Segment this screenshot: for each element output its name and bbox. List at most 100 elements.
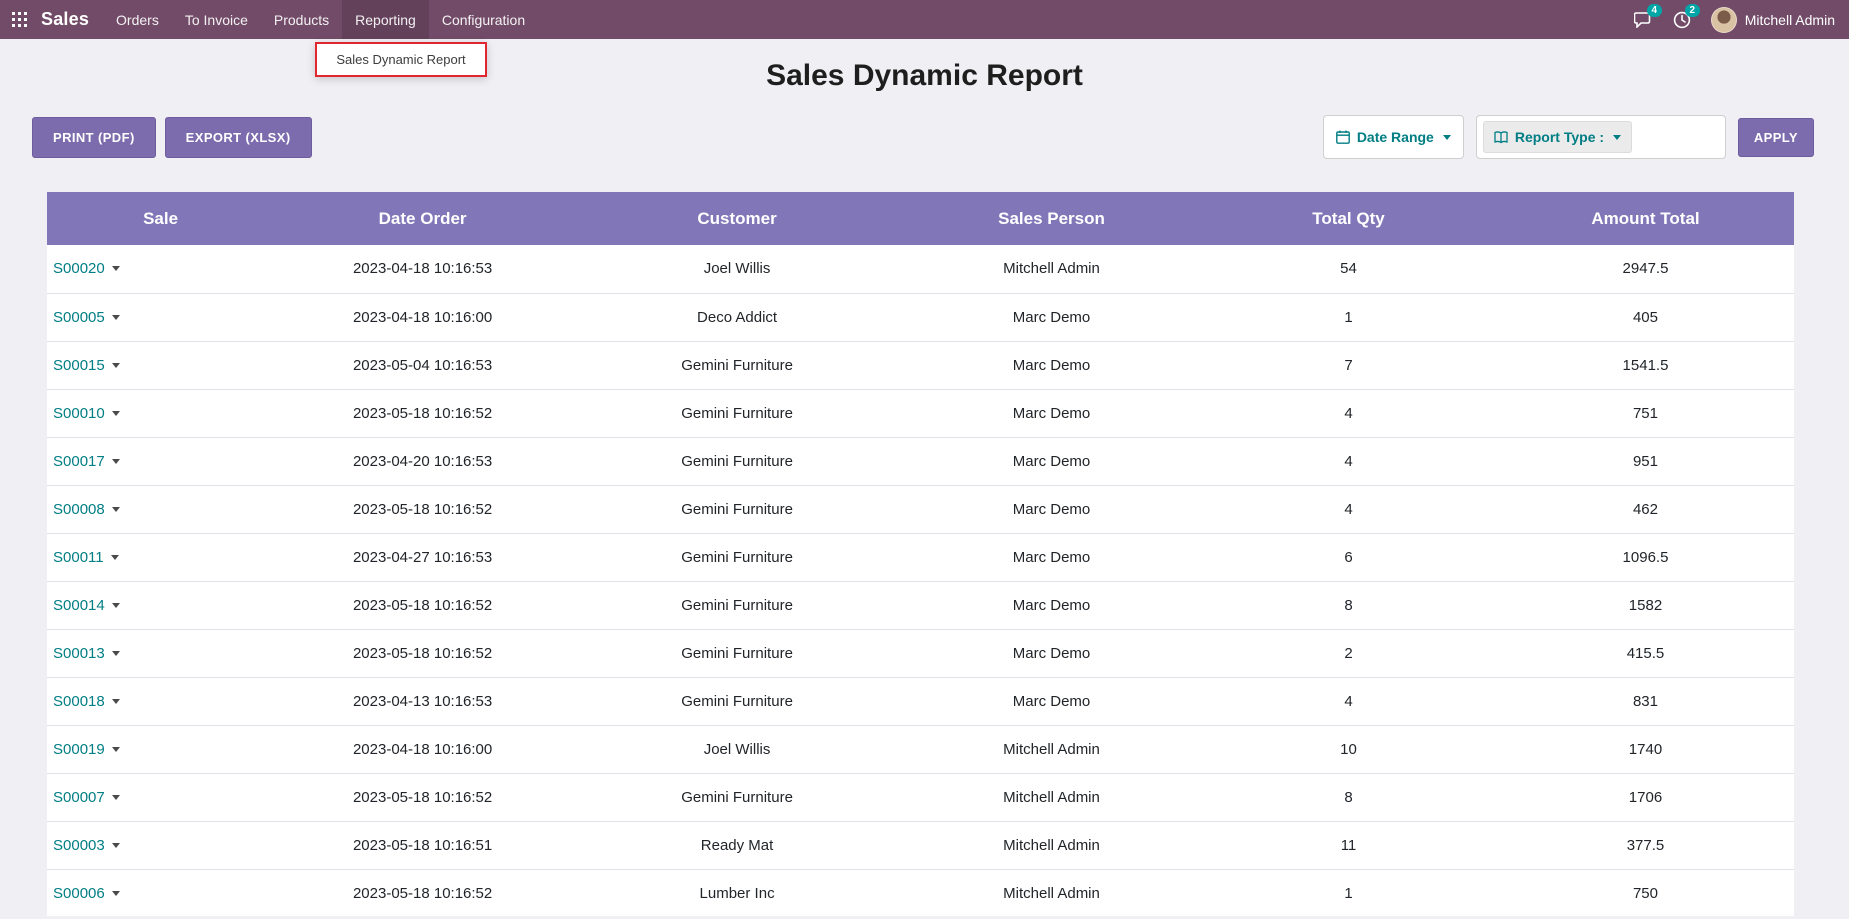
- sale-order-link[interactable]: S00018: [53, 693, 120, 710]
- customer-cell: Gemini Furniture: [571, 341, 904, 390]
- messages-button[interactable]: 4: [1633, 4, 1662, 28]
- user-menu[interactable]: Mitchell Admin: [1710, 6, 1835, 33]
- total-qty-cell: 1: [1200, 869, 1497, 916]
- customer-cell: Gemini Furniture: [571, 389, 904, 438]
- sale-order-link[interactable]: S00008: [53, 501, 120, 518]
- table-row: S00018 2023-04-13 10:16:53 Gemini Furnit…: [47, 677, 1794, 726]
- table-row: S00005 2023-04-18 10:16:00 Deco Addict M…: [47, 293, 1794, 342]
- date-order-cell: 2023-04-27 10:16:53: [274, 533, 572, 582]
- export-xlsx-button[interactable]: EXPORT (XLSX): [164, 116, 312, 158]
- amount-total-cell: 1740: [1496, 725, 1794, 774]
- date-order-cell: 2023-05-18 10:16:52: [274, 581, 572, 630]
- sale-order-number: S00017: [53, 452, 105, 470]
- amount-total-cell: 831: [1496, 677, 1794, 726]
- sale-order-number: S00011: [53, 548, 104, 566]
- amount-total-cell: 750: [1496, 869, 1794, 916]
- date-order-cell: 2023-05-18 10:16:51: [274, 821, 572, 870]
- sale-order-link[interactable]: S00020: [53, 260, 120, 277]
- total-qty-cell: 10: [1200, 725, 1497, 774]
- chevron-down-icon: [111, 314, 120, 320]
- table-row: S00007 2023-05-18 10:16:52 Gemini Furnit…: [47, 773, 1794, 822]
- chevron-down-icon: [111, 890, 120, 896]
- report-table-container: Sale Date Order Customer Sales Person To…: [47, 192, 1794, 916]
- menu-item-to-invoice[interactable]: To Invoice: [184, 11, 248, 28]
- sale-order-link[interactable]: S00010: [53, 405, 120, 422]
- chevron-down-icon: [111, 506, 120, 512]
- total-qty-cell: 2: [1200, 629, 1497, 678]
- sale-order-link[interactable]: S00007: [53, 789, 120, 806]
- amount-total-cell: 1706: [1496, 773, 1794, 822]
- table-header-row: Sale Date Order Customer Sales Person To…: [47, 192, 1794, 245]
- date-order-cell: 2023-04-18 10:16:00: [274, 725, 572, 774]
- column-header-amount-total: Amount Total: [1496, 192, 1794, 245]
- apps-grid-icon[interactable]: [12, 12, 33, 27]
- amount-total-cell: 415.5: [1496, 629, 1794, 678]
- sale-order-number: S00005: [53, 308, 105, 326]
- sales-person-cell: Mitchell Admin: [903, 725, 1200, 774]
- amount-total-cell: 462: [1496, 485, 1794, 534]
- sale-order-link[interactable]: S00015: [53, 357, 120, 374]
- sale-order-number: S00014: [53, 596, 105, 614]
- sale-order-link[interactable]: S00005: [53, 309, 120, 326]
- menu-item-products[interactable]: Products: [273, 11, 330, 28]
- sale-order-number: S00015: [53, 356, 105, 374]
- chevron-down-icon: [111, 650, 120, 656]
- chevron-down-icon: [111, 410, 120, 416]
- amount-total-cell: 405: [1496, 293, 1794, 342]
- report-type-button[interactable]: Report Type :: [1482, 121, 1633, 153]
- sale-order-number: S00008: [53, 500, 105, 518]
- apply-button[interactable]: APPLY: [1737, 117, 1814, 157]
- column-header-total-qty: Total Qty: [1200, 192, 1497, 245]
- menu-item-reporting[interactable]: Reporting: [342, 0, 429, 39]
- sale-cell: S00017: [47, 437, 275, 486]
- menu-item-configuration[interactable]: Configuration: [441, 11, 526, 28]
- sale-order-link[interactable]: S00013: [53, 645, 120, 662]
- sale-order-number: S00019: [53, 740, 105, 758]
- dropdown-item-sales-dynamic-report[interactable]: Sales Dynamic Report: [336, 52, 466, 67]
- menu-item-orders[interactable]: Orders: [116, 11, 159, 28]
- total-qty-cell: 4: [1200, 677, 1497, 726]
- print-pdf-button[interactable]: PRINT (PDF): [32, 116, 156, 158]
- customer-cell: Gemini Furniture: [571, 773, 904, 822]
- sale-cell: S00019: [47, 725, 275, 774]
- calendar-icon: [1335, 130, 1350, 144]
- sales-person-cell: Marc Demo: [903, 293, 1200, 342]
- date-order-cell: 2023-05-18 10:16:52: [274, 485, 572, 534]
- sales-table: Sale Date Order Customer Sales Person To…: [47, 192, 1794, 916]
- sale-order-link[interactable]: S00003: [53, 837, 120, 854]
- activities-button[interactable]: 2: [1673, 3, 1700, 29]
- total-qty-cell: 4: [1200, 437, 1497, 486]
- sales-person-cell: Marc Demo: [903, 485, 1200, 534]
- chevron-down-icon: [111, 458, 120, 464]
- app-brand[interactable]: Sales: [41, 9, 90, 29]
- table-row: S00017 2023-04-20 10:16:53 Gemini Furnit…: [47, 437, 1794, 486]
- customer-cell: Gemini Furniture: [571, 533, 904, 582]
- reporting-dropdown-menu: Sales Dynamic Report: [315, 42, 487, 77]
- customer-cell: Gemini Furniture: [571, 485, 904, 534]
- sales-person-cell: Marc Demo: [903, 677, 1200, 726]
- total-qty-cell: 8: [1200, 773, 1497, 822]
- chevron-down-icon: [111, 602, 120, 608]
- sale-cell: S00008: [47, 485, 275, 534]
- date-range-button[interactable]: Date Range: [1335, 129, 1451, 145]
- clock-icon: [1673, 11, 1690, 28]
- sale-order-link[interactable]: S00014: [53, 597, 120, 614]
- sale-order-link[interactable]: S00011: [53, 549, 119, 566]
- sales-person-cell: Marc Demo: [903, 629, 1200, 678]
- user-avatar: [1710, 6, 1737, 33]
- sale-order-link[interactable]: S00019: [53, 741, 120, 758]
- sale-order-link[interactable]: S00017: [53, 453, 120, 470]
- customer-cell: Gemini Furniture: [571, 437, 904, 486]
- sales-person-cell: Marc Demo: [903, 533, 1200, 582]
- sale-order-link[interactable]: S00006: [53, 885, 120, 902]
- sale-order-number: S00013: [53, 644, 105, 662]
- sales-person-cell: Mitchell Admin: [903, 773, 1200, 822]
- date-order-cell: 2023-04-18 10:16:00: [274, 293, 572, 342]
- table-row: S00010 2023-05-18 10:16:52 Gemini Furnit…: [47, 389, 1794, 438]
- date-order-cell: 2023-04-18 10:16:53: [274, 245, 572, 294]
- activity-count-badge: 2: [1684, 3, 1700, 17]
- report-type-label: Report Type :: [1514, 129, 1605, 145]
- sales-person-cell: Marc Demo: [903, 341, 1200, 390]
- total-qty-cell: 4: [1200, 389, 1497, 438]
- customer-cell: Gemini Furniture: [571, 629, 904, 678]
